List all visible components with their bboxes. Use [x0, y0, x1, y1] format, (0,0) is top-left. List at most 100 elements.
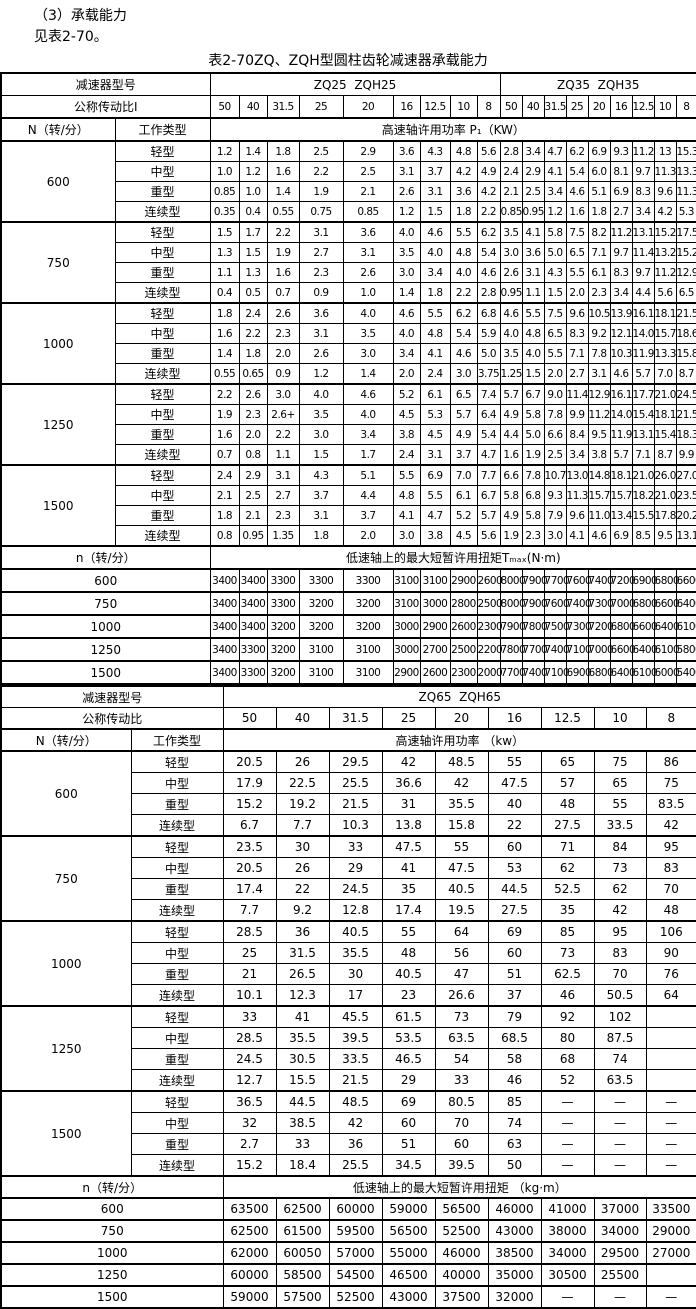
power-value-cell: 20.5 [222, 857, 277, 879]
power-value-cell: 6.8 [476, 302, 501, 324]
power-value-cell [645, 1048, 696, 1070]
torque-header-row: n（转/分） 低速轴上的最大短暂许用扭矩 （kg·m） [0, 1175, 696, 1199]
power-value-cell: 24.5 [222, 1048, 277, 1070]
power-value-cell: 6.8 [521, 485, 545, 506]
power-value-cell: 86 [645, 750, 696, 773]
power-value-cell: 2.9 [521, 161, 545, 182]
power-value-cell: 9.6 [653, 181, 677, 202]
torque-rpm-cell: 600 [0, 568, 211, 593]
power-value-cell: 1.5 [521, 363, 545, 385]
power-data-row: 连续型 0.4 0.5 0.7 0.9 1.0 1.4 1.8 2.2 2.8 0.95 1.1 1.5… [1, 282, 696, 304]
power-value-cell: 6.4 [476, 404, 501, 425]
power-value-cell: 2.0 [266, 343, 300, 364]
torque-value-cell: 3300 [266, 568, 300, 593]
power-value-cell: 19.5 [434, 899, 489, 922]
power-value-cell: 21.5 [675, 404, 696, 425]
torque-value-cell: 6100 [653, 637, 680, 662]
ratio-cell: 10 [653, 95, 677, 119]
torque-title: 低速轴上的最大短暂许用扭矩Tₘₐₓ(N·m) [209, 545, 696, 570]
power-value-cell: 73 [593, 857, 647, 879]
torque-rpm-cell: 1250 [0, 1263, 224, 1287]
model-name-cell: ZQ35 ZQH35 [499, 72, 696, 96]
power-value-cell: 87.5 [593, 1027, 647, 1049]
power-value-cell: 3.7 [419, 161, 451, 182]
work-type-cell: 轻型 [114, 140, 211, 162]
power-value-cell: 4.8 [419, 323, 451, 344]
power-value-cell: 1.7 [342, 444, 394, 466]
power-value-cell: 3.7 [298, 485, 344, 506]
power-value-cell: 7.0 [449, 464, 478, 486]
power-value-cell: 1.6 [565, 201, 589, 223]
power-value-cell: 22.5 [275, 772, 330, 794]
power-value-cell: 3.5 [499, 221, 523, 243]
power-value-cell: 9.5 [587, 424, 611, 445]
power-data-row: 中型 32 38.5 42 60 70 74— — — [1, 1112, 696, 1134]
power-value-cell: 21.0 [631, 464, 655, 486]
power-value-cell: 4.3 [298, 464, 344, 486]
power-value-cell: 5.8 [521, 404, 545, 425]
power-value-cell: 3.8 [392, 424, 421, 445]
rpm-cell: 1000 [0, 302, 116, 385]
power-value-cell: 71 [540, 835, 595, 858]
power-data-row: 重型 17.4 22 24.5 35 40.5 44.5 52.5 62 70 [1, 878, 696, 900]
work-type-cell: 连续型 [130, 814, 224, 837]
rpm-cell: 1000 [0, 920, 132, 1007]
torque-value-cell: 3100 [392, 568, 421, 593]
torque-value-cell: 3300 [266, 591, 300, 616]
power-value-cell: 0.7 [209, 444, 240, 466]
power-value-cell: 4.5 [419, 424, 451, 445]
torque-rpm-cell: 750 [0, 591, 211, 616]
torque-value-cell: 38500 [487, 1241, 542, 1265]
power-value-cell: 12.3 [275, 984, 330, 1007]
power-value-cell: 3.1 [419, 444, 451, 466]
power-value-cell: 21.5 [675, 302, 696, 324]
ratio-cell: 8 [476, 95, 501, 119]
power-value-cell: 5.4 [565, 161, 589, 182]
torque-value-cell: 7100 [543, 660, 570, 685]
power-value-cell: 1.6 [266, 161, 300, 182]
power-value-cell: 42 [328, 1112, 383, 1134]
power-value-cell: 13.8 [381, 814, 436, 837]
power-value-cell [645, 1069, 696, 1092]
torque-value-cell: 2600 [419, 660, 451, 685]
torque-value-cell: 3300 [342, 568, 394, 593]
power-value-cell: 3.1 [298, 505, 344, 526]
power-value-cell: 14.8 [587, 464, 611, 486]
power-value-cell: 23.5 [222, 835, 277, 858]
power-data-row: 1250 轻型 2.2 2.6 3.0 4.0 4.6 5.2 6.1 6.5 7.4 5.7 6.7 9… [0, 383, 696, 466]
power-value-cell: 36 [328, 1133, 383, 1155]
power-value-cell: 6.5 [449, 383, 478, 405]
power-value-cell: 1.1 [209, 262, 240, 283]
torque-value-cell: 5800 [675, 637, 696, 662]
power-value-cell: 2.5 [342, 161, 394, 182]
power-value-cell: 1.8 [266, 140, 300, 162]
torque-value-cell: 43000 [381, 1285, 436, 1309]
power-value-cell: 4.6 [342, 383, 394, 405]
power-value-cell: 5.5 [419, 485, 451, 506]
power-value-cell: 46 [487, 1069, 542, 1092]
power-data-row: 600 轻型 20.5 26 29.5 42 48.5 55 65 75 86 [0, 750, 696, 837]
torque-value-cell: 29000 [645, 1219, 696, 1243]
torque-value-cell: 2900 [449, 568, 478, 593]
ratio-cell: 50 [222, 707, 277, 730]
power-value-cell: 69 [487, 920, 542, 943]
ratio-cell: 20 [434, 707, 489, 730]
power-value-cell: 1.0 [238, 181, 268, 202]
power-value-cell: 6.7 [222, 814, 277, 837]
power-data-row: 750 轻型 23.5 30 33 47.5 55 60 71 84 95 [0, 835, 696, 922]
torque-value-cell: 59500 [328, 1219, 383, 1243]
torque-value-cell: 7900 [521, 591, 548, 616]
power-value-cell: 15.2 [222, 793, 277, 815]
torque-value-cell: 2000 [476, 660, 503, 685]
power-value-cell: 1.9 [266, 242, 300, 263]
torque-value-cell: 3000 [392, 614, 421, 639]
torque-value-cell: 56500 [434, 1197, 489, 1221]
power-value-cell: 10.3 [609, 343, 633, 364]
torque-value-cell: 6400 [675, 591, 696, 616]
torque-value-cell: 3100 [342, 637, 394, 662]
torque-value-cell: 3400 [209, 568, 240, 593]
power-value-cell: 25 [222, 942, 277, 964]
power-value-cell: 36.5 [222, 1090, 277, 1113]
power-value-cell: 7.7 [222, 899, 277, 922]
work-type-cell: 重型 [130, 793, 224, 815]
